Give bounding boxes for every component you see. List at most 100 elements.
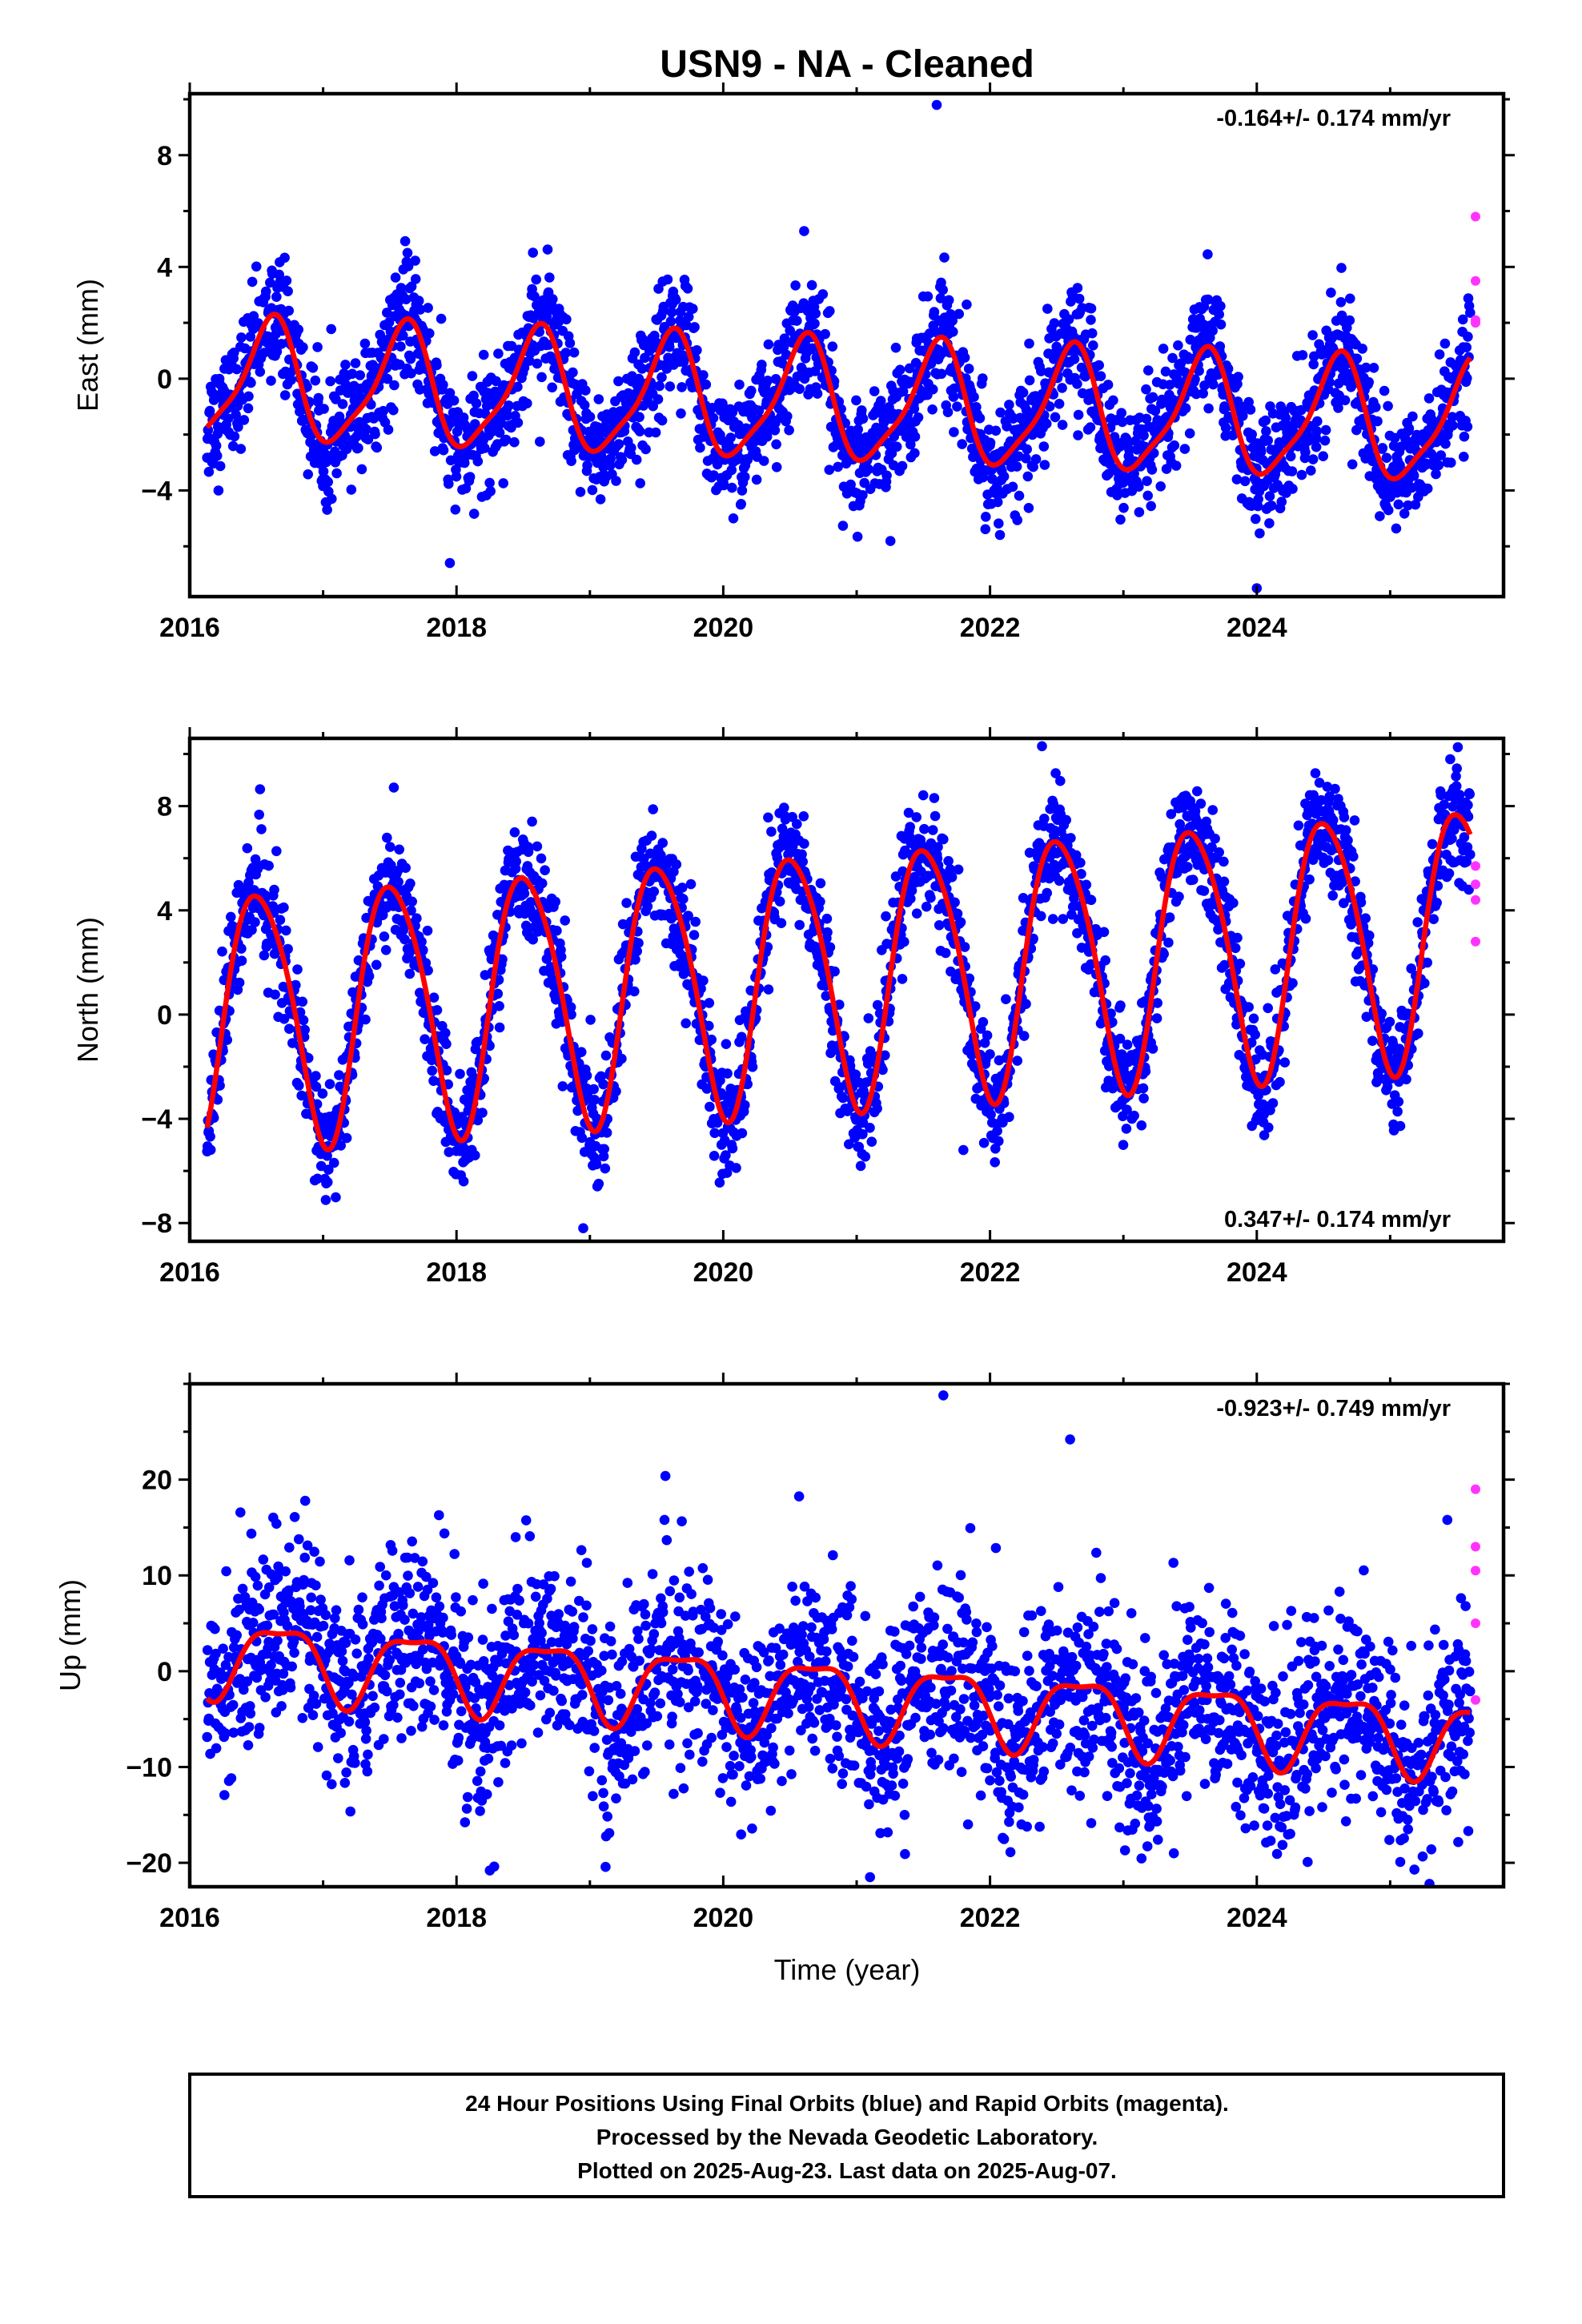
final-orbit-point [677,382,687,392]
final-orbit-point [666,307,677,318]
final-orbit-point [634,426,645,436]
final-orbit-point [1447,420,1458,431]
final-orbit-point [681,1018,691,1029]
final-orbit-point [794,384,805,395]
final-orbit-point [1276,497,1287,507]
final-orbit-point [438,444,449,456]
final-orbit-point [227,440,239,452]
final-orbit-point [279,390,291,400]
final-orbit-point [1141,413,1152,424]
final-orbit-point [444,478,454,489]
final-orbit-point [881,470,892,481]
final-orbit-point [1022,444,1032,455]
final-orbit-point [531,274,541,285]
final-orbit-point [929,307,940,317]
final-orbit-point [784,424,794,436]
final-orbit-point [410,255,420,266]
final-orbit-point [1024,375,1035,386]
final-orbit-point [1275,1076,1285,1088]
final-orbit-point [1267,501,1277,511]
final-orbit-point [279,902,289,913]
final-orbit-point [548,294,558,304]
final-orbit-point [527,816,537,827]
final-orbit-point [424,328,435,339]
final-orbit-point [611,1086,621,1097]
final-orbit-point [1344,315,1355,326]
final-orbit-point [536,878,548,889]
final-orbit-point [410,274,421,284]
final-orbit-point [746,385,757,396]
final-orbit-point [1459,452,1469,462]
final-orbit-point [985,437,996,448]
final-orbit-point [292,964,303,975]
final-orbit-point [318,466,329,476]
final-orbit-point [1393,499,1404,510]
final-orbit-point [1041,418,1052,429]
final-orbit-point [613,376,624,387]
final-orbit-point [502,410,513,421]
final-orbit-point [266,376,276,386]
final-orbit-point [371,442,383,453]
final-orbit-point [591,1159,602,1170]
final-orbit-point [994,529,1006,541]
final-orbit-point [1311,441,1322,452]
final-orbit-point [1021,453,1031,464]
final-orbit-point [866,1136,877,1147]
final-orbit-point [842,488,853,498]
final-orbit-point [271,346,283,357]
final-orbit-point [708,412,719,424]
final-orbit-point [226,911,236,923]
final-orbit-point [1243,1002,1254,1012]
final-orbit-point [1195,798,1207,809]
final-orbit-point [337,399,348,409]
final-orbit-point [1116,408,1126,418]
final-orbit-point [905,439,916,450]
final-orbit-point [1330,783,1340,794]
final-orbit-point [995,407,1006,418]
final-orbit-point [704,998,715,1008]
final-orbit-point [781,349,792,360]
final-orbit-point [758,456,769,466]
final-orbit-point [250,917,260,927]
final-orbit-point [283,305,295,316]
final-orbit-point [1124,444,1134,455]
final-orbit-point [1022,471,1034,482]
final-orbit-point [919,823,930,834]
rapid-orbit-point [1471,275,1480,286]
data-layer [202,741,1480,1233]
final-orbit-point [529,291,540,302]
final-orbit-point [728,513,739,524]
final-orbit-point [557,1081,568,1092]
final-orbit-point [1047,914,1058,924]
final-orbit-point [298,1015,309,1026]
final-orbit-point [1038,441,1050,452]
final-orbit-point [927,825,938,835]
final-orbit-point [1021,999,1031,1009]
final-orbit-point [872,1104,882,1114]
final-orbit-point [1255,528,1265,539]
final-orbit-point [593,1178,604,1189]
final-orbit-point [464,472,476,482]
final-orbit-point [1207,805,1218,815]
final-orbit-point [540,865,550,875]
final-orbit-point [1220,423,1231,433]
final-orbit-point [405,353,416,364]
final-orbit-point [635,478,645,489]
final-orbit-point [458,1176,469,1187]
final-orbit-point [753,405,765,416]
final-orbit-point [670,295,681,305]
final-orbit-point [822,927,833,938]
final-orbit-point [825,306,835,316]
final-orbit-point [664,341,675,352]
x-tick-label: 2016 [159,613,220,643]
final-orbit-point [1012,1055,1022,1066]
final-orbit-point [229,431,240,442]
final-orbit-point [771,462,782,472]
final-orbit-point [568,367,578,378]
final-orbit-point [1349,815,1360,826]
final-orbit-point [982,1030,993,1041]
final-orbit-point [794,919,805,931]
final-orbit-point [1163,937,1174,948]
final-orbit-point [1147,1043,1158,1054]
